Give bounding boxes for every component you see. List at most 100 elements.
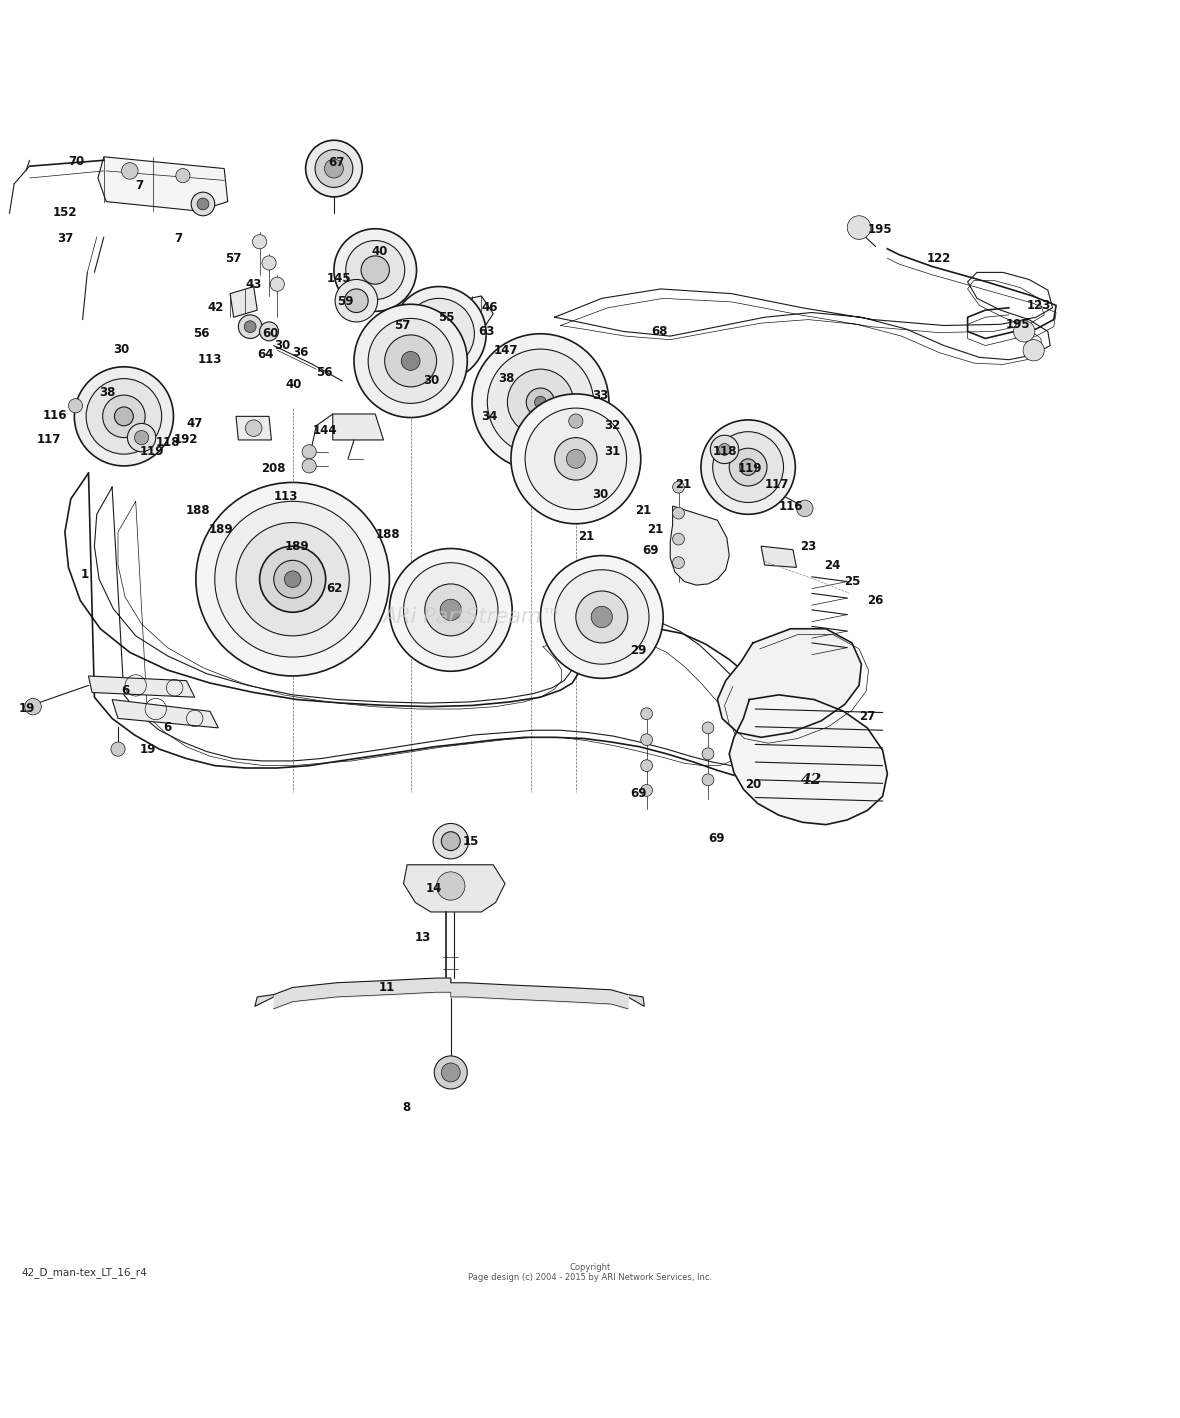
Circle shape [315,150,353,187]
Polygon shape [717,628,861,737]
Circle shape [270,277,284,291]
Text: 11: 11 [379,981,395,994]
Text: 24: 24 [824,559,840,571]
Polygon shape [88,676,195,698]
Text: 42: 42 [208,301,224,315]
Text: 123: 123 [1027,299,1051,312]
Circle shape [283,570,349,635]
Text: 6: 6 [122,683,130,696]
Circle shape [719,444,730,455]
Circle shape [1014,320,1035,342]
Text: 69: 69 [642,545,658,557]
Circle shape [245,420,262,437]
Circle shape [441,1064,460,1082]
Circle shape [127,424,156,452]
Circle shape [197,199,209,210]
Circle shape [236,523,349,635]
Polygon shape [670,506,729,586]
Circle shape [437,872,465,900]
Circle shape [354,305,467,417]
Text: 189: 189 [284,540,309,553]
Text: 19: 19 [19,702,35,716]
Text: 8: 8 [402,1102,411,1115]
Text: 116: 116 [42,408,67,421]
Circle shape [392,286,486,381]
Text: 63: 63 [478,325,494,337]
Polygon shape [112,699,218,727]
Text: 195: 195 [867,224,892,237]
Text: 38: 38 [498,372,514,386]
Circle shape [295,581,337,624]
Circle shape [114,407,133,425]
Circle shape [274,560,312,598]
Circle shape [434,1056,467,1089]
Text: 25: 25 [844,576,860,588]
Circle shape [196,482,389,676]
Text: 30: 30 [422,374,439,387]
Text: 23: 23 [800,540,817,553]
Circle shape [302,459,316,474]
Circle shape [673,533,684,545]
Circle shape [525,408,627,509]
Polygon shape [65,474,805,783]
Text: 21: 21 [635,505,651,518]
Circle shape [702,774,714,786]
Circle shape [441,832,460,851]
Circle shape [86,379,162,454]
Circle shape [260,322,278,340]
Circle shape [385,335,437,387]
Text: 40: 40 [372,245,388,258]
Circle shape [432,326,446,340]
Circle shape [713,431,784,502]
Text: 21: 21 [578,530,595,543]
Circle shape [566,450,585,468]
Circle shape [433,824,468,859]
Text: 43: 43 [245,278,262,291]
Text: 30: 30 [592,488,609,501]
Text: 56: 56 [316,366,333,379]
Text: 15: 15 [463,835,479,848]
Circle shape [306,140,362,197]
Text: 33: 33 [592,389,609,401]
Circle shape [191,193,215,216]
Circle shape [253,234,267,248]
Polygon shape [729,695,887,825]
Circle shape [284,571,301,587]
Text: 42: 42 [801,773,822,787]
Text: 38: 38 [99,386,116,400]
Circle shape [68,398,83,413]
Text: 30: 30 [274,339,290,352]
Circle shape [702,722,714,733]
Text: 67: 67 [328,156,345,169]
Circle shape [641,760,653,771]
Polygon shape [333,414,384,440]
Circle shape [135,431,149,445]
Circle shape [368,319,453,403]
Circle shape [641,708,653,719]
Circle shape [507,369,573,435]
Circle shape [361,255,389,284]
Text: 189: 189 [209,523,234,536]
Circle shape [710,435,739,464]
Circle shape [472,333,609,471]
Text: 42_D_man-tex_LT_16_r4: 42_D_man-tex_LT_16_r4 [21,1266,148,1278]
Circle shape [440,600,461,621]
Text: 57: 57 [394,319,411,332]
Text: 19: 19 [139,743,156,756]
Text: 147: 147 [493,343,518,357]
Polygon shape [628,994,644,1007]
Text: 56: 56 [194,328,210,340]
Text: 1: 1 [80,569,88,581]
Circle shape [641,733,653,746]
Text: 152: 152 [52,206,77,218]
Text: Copyright
Page design (c) 2004 - 2015 by ARI Network Services, Inc.: Copyright Page design (c) 2004 - 2015 by… [468,1263,712,1282]
Text: 113: 113 [197,353,222,366]
Text: 195: 195 [1005,318,1030,330]
Text: 208: 208 [261,462,286,475]
Polygon shape [458,296,493,333]
Circle shape [238,315,262,339]
Circle shape [244,320,256,333]
Text: 6: 6 [163,722,171,735]
Circle shape [535,396,546,408]
Circle shape [25,699,41,715]
